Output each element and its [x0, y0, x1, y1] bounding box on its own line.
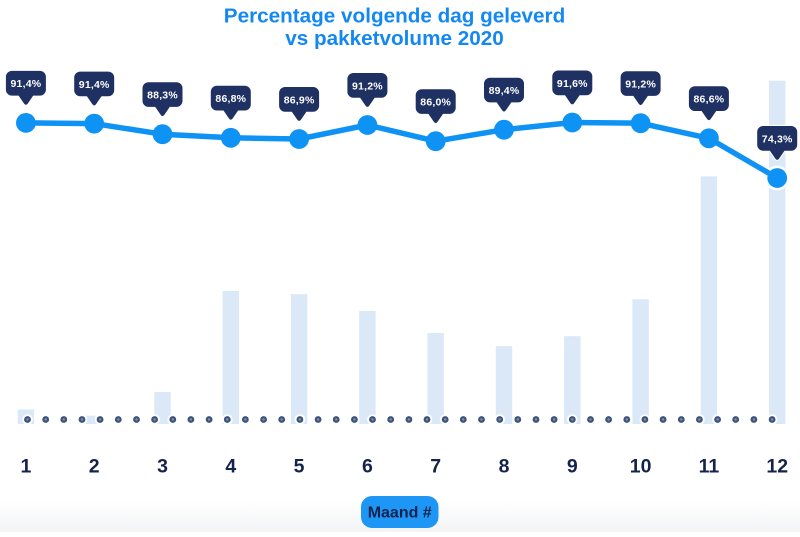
svg-text:vs pakketvolume 2020: vs pakketvolume 2020 — [285, 27, 504, 50]
svg-text:7: 7 — [430, 456, 441, 478]
svg-text:2: 2 — [89, 456, 100, 478]
svg-text:12: 12 — [766, 456, 788, 478]
svg-text:86,6%: 86,6% — [694, 94, 725, 106]
svg-text:86,9%: 86,9% — [284, 94, 315, 106]
svg-text:Percentage volgende dag geleve: Percentage volgende dag geleverd — [224, 5, 565, 28]
svg-text:1: 1 — [20, 456, 31, 478]
svg-text:9: 9 — [567, 456, 578, 478]
svg-text:Maand #: Maand # — [368, 505, 432, 522]
svg-text:4: 4 — [225, 456, 236, 478]
svg-text:91,2%: 91,2% — [625, 79, 656, 91]
svg-text:11: 11 — [699, 456, 720, 478]
svg-text:86,8%: 86,8% — [215, 93, 246, 105]
svg-text:88,3%: 88,3% — [147, 90, 178, 102]
svg-text:91,4%: 91,4% — [11, 78, 42, 90]
svg-text:91,4%: 91,4% — [79, 79, 110, 91]
svg-text:5: 5 — [294, 456, 305, 478]
svg-text:6: 6 — [362, 456, 373, 478]
svg-text:91,2%: 91,2% — [352, 80, 383, 92]
svg-text:10: 10 — [630, 456, 652, 478]
svg-text:74,3%: 74,3% — [762, 133, 793, 145]
svg-text:86,0%: 86,0% — [420, 97, 451, 109]
svg-text:89,4%: 89,4% — [489, 85, 520, 97]
svg-text:3: 3 — [157, 456, 168, 478]
svg-text:8: 8 — [499, 456, 510, 478]
svg-text:91,6%: 91,6% — [557, 78, 588, 90]
